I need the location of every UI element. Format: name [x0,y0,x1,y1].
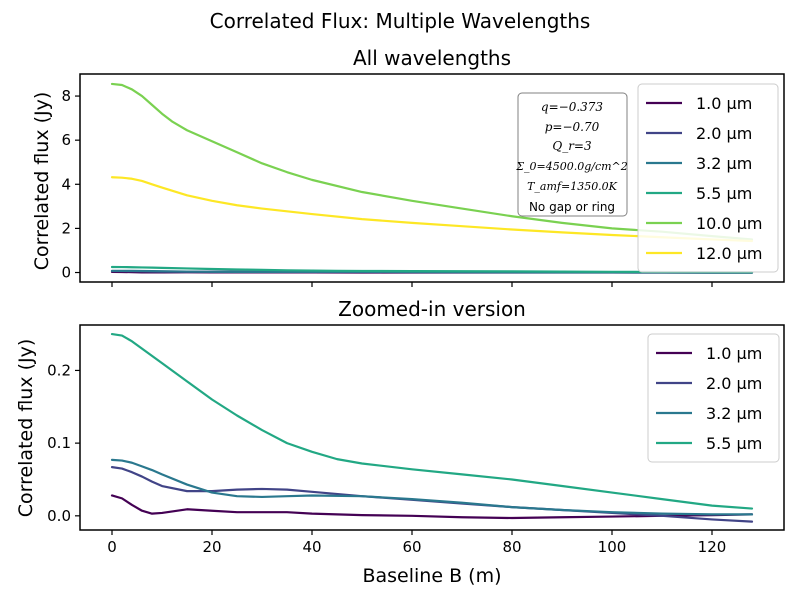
legend-label: 12.0 μm [696,244,762,263]
bottom-y-axis-label: Correlated flux (Jy) [15,339,37,518]
parameter-note: No gap or ring [529,200,615,214]
parameter-annotation-box: q=−0.373 p=−0.70 Q_r=3 Σ_0=4500.0g/cm^2 … [515,92,628,217]
plot-frame [79,324,785,531]
legend-label: 2.0 μm [696,124,752,143]
x-axis-label: Baseline B (m) [362,565,501,587]
series-line-bottom-3 [110,332,754,510]
series-line-bottom-2 [110,458,754,516]
series-line-bottom-0 [110,494,754,520]
series-line-top-4 [110,82,754,241]
legend-label: 2.0 μm [706,374,762,393]
parameter-box-frame [517,92,628,217]
top-legend: 1.0 μm 2.0 μm 3.2 μm 5.5 μm 10.0 μm 12.0 μm [637,83,779,273]
y-tick-label: 2 [61,219,71,237]
legend-label: 3.2 μm [706,404,762,423]
legend-label: 1.0 μm [706,344,762,363]
x-tick-label: 100 [598,538,627,556]
x-tick-label: 40 [302,538,321,556]
legend-label: 1.0 μm [696,94,752,113]
bottom-panel: Zoomed-in version Correlated flux (Jy) 0… [15,297,785,556]
y-tick-label: 0.0 [47,507,71,525]
y-tick-label: 8 [61,87,71,105]
legend-label: 5.5 μm [696,184,752,203]
bottom-legend: 1.0 μm 2.0 μm 3.2 μm 5.5 μm [647,333,780,463]
top-y-axis-label: Correlated flux (Jy) [31,92,53,271]
top-plot-area: 0 2 4 6 8 [61,73,785,287]
legend-label: 3.2 μm [696,154,752,173]
plot-frame [79,73,785,283]
bottom-plot-area: 0.0 0.1 0.2 0 20 40 60 80 100 120 [47,324,785,556]
legend-label: 10.0 μm [696,214,762,233]
x-tick-label: 60 [402,538,421,556]
y-tick-label: 0.2 [47,361,71,379]
parameter-tamf: T_amf=1350.0K [527,180,618,193]
x-tick-label: 80 [502,538,521,556]
legend-label: 5.5 μm [706,434,762,453]
x-tick-label: 0 [107,538,117,556]
y-tick-label: 0.1 [47,434,71,452]
parameter-p: p=−0.70 [545,120,600,134]
figure-title: Correlated Flux: Multiple Wavelengths [210,9,591,33]
series-line-top-3 [110,265,754,274]
legend-frame [637,83,779,273]
bottom-panel-title: Zoomed-in version [338,297,526,321]
parameter-qr: Q_r=3 [552,139,592,153]
y-tick-label: 6 [61,131,71,149]
top-panel: All wavelengths Correlated flux (Jy) 0 2 4… [31,46,785,287]
y-tick-label: 0 [61,264,71,282]
legend-frame [647,333,780,463]
x-tick-label: 20 [202,538,221,556]
y-tick-label: 4 [61,175,71,193]
x-tick-label: 120 [698,538,727,556]
top-panel-title: All wavelengths [353,46,511,70]
series-line-top-5 [110,176,754,243]
parameter-sigma0: Σ_0=4500.0g/cm^2 [515,160,628,173]
parameter-q: q=−0.373 [541,100,604,114]
